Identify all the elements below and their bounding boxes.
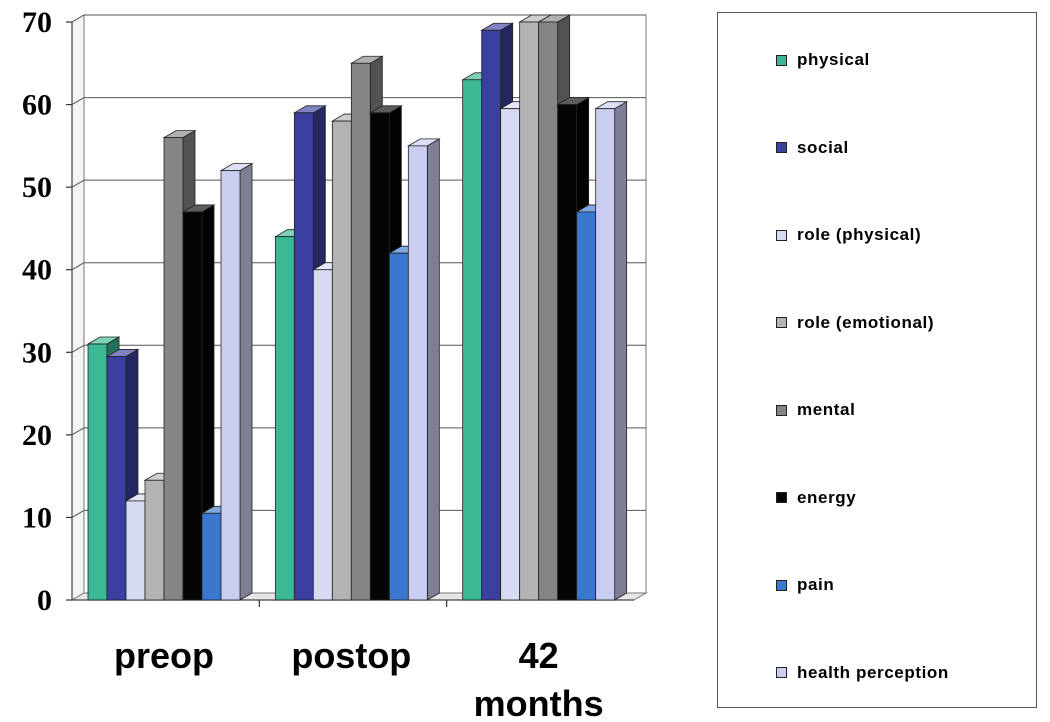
legend-label: pain <box>797 575 835 594</box>
gridline-side <box>71 262 85 271</box>
legend-swatch <box>776 317 787 328</box>
legend: physical social role (physical) role (emoti… <box>717 12 1037 708</box>
bar-health-perception <box>220 170 241 601</box>
bar-health-perception <box>407 145 428 601</box>
bar-social <box>481 29 502 601</box>
legend-swatch <box>776 404 787 416</box>
legend-item: role (emotional) <box>776 313 934 333</box>
x-category-label: preop <box>114 635 214 676</box>
bar-physical <box>274 236 295 601</box>
x-category-label: postop <box>291 635 411 676</box>
bar-health-perception <box>595 108 616 601</box>
legend-label: mental <box>797 400 856 419</box>
legend-label: role (emotional) <box>797 312 935 332</box>
bar-chart: 0 10 20 30 40 50 60 70 preop postop 42 months <box>22 6 648 722</box>
y-tick-label: 50 <box>22 171 52 204</box>
bar-social <box>106 356 127 601</box>
y-tick-label: 70 <box>22 6 52 39</box>
bar-energy <box>369 112 390 601</box>
gridline-side <box>71 427 85 436</box>
y-tick-label: 30 <box>22 336 52 369</box>
bar-role-emotional- <box>519 21 540 601</box>
y-tick-label: 60 <box>22 89 52 122</box>
x-category-label: months <box>474 683 604 722</box>
x-category-label: 42 <box>519 635 559 676</box>
legend-item: pain <box>776 575 834 595</box>
gridline-side <box>71 14 85 23</box>
bar-role-emotional- <box>144 479 165 601</box>
legend-swatch <box>776 492 787 503</box>
legend-label: energy <box>797 487 857 507</box>
y-tick-label: 0 <box>37 584 52 617</box>
bar-pain <box>388 252 409 601</box>
legend-label: health perception <box>797 662 949 682</box>
legend-label: physical <box>797 50 870 69</box>
bar-pain <box>576 211 597 601</box>
gridline-side <box>71 344 85 353</box>
legend-item: mental <box>776 400 855 420</box>
legend-swatch <box>776 229 787 241</box>
legend-swatch <box>776 667 787 678</box>
legend-item: role (physical) <box>776 225 921 245</box>
gridline-side <box>71 509 85 518</box>
legend-item: energy <box>776 488 856 508</box>
bar-role-physical- <box>500 108 521 601</box>
bar-role-physical- <box>312 269 333 601</box>
bar-role-physical- <box>125 500 146 601</box>
legend-swatch <box>776 142 787 153</box>
legend-label: role (physical) <box>797 225 922 244</box>
bar-mental <box>350 62 371 601</box>
side-wall <box>71 14 85 601</box>
bar-mental <box>538 21 559 601</box>
bar-pain <box>201 512 222 601</box>
bar-side-health-perception <box>426 138 440 601</box>
bar-mental <box>163 137 184 601</box>
y-tick-label: 40 <box>22 254 52 287</box>
y-tick-label: 20 <box>22 419 52 452</box>
y-tick-label: 10 <box>22 501 52 534</box>
legend-item: physical <box>776 50 870 70</box>
bar-physical <box>87 343 108 601</box>
gridline-side <box>71 97 85 106</box>
bar-side-health-perception <box>614 101 628 601</box>
legend-swatch <box>776 54 787 66</box>
bar-social <box>293 112 314 601</box>
bar-physical <box>462 79 483 601</box>
legend-item: health perception <box>776 663 949 683</box>
legend-swatch <box>776 579 787 591</box>
bar-side-health-perception <box>239 162 253 601</box>
legend-item: social <box>776 138 849 158</box>
legend-label: social <box>797 137 849 157</box>
bar-role-emotional- <box>331 120 352 601</box>
gridline-side <box>71 179 85 188</box>
bar-energy <box>182 211 203 601</box>
bar-energy <box>557 104 578 601</box>
